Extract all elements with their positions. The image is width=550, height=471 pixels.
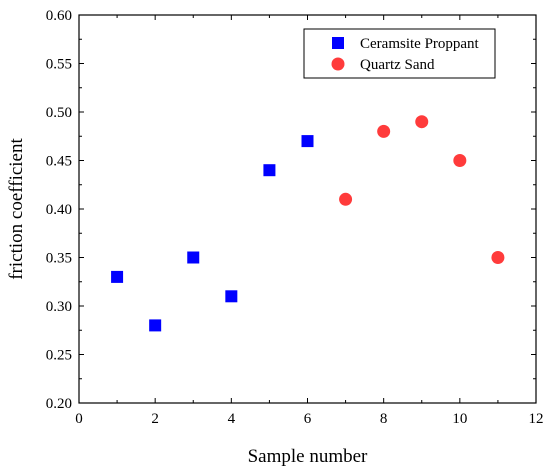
legend-label-ceramsite-proppant: Ceramsite Proppant: [360, 36, 480, 52]
point-quartz-sand: [491, 251, 505, 264]
point-ceramsite-proppant: [187, 251, 200, 264]
y-tick-label: 0.50: [46, 105, 72, 121]
legend-marker-quartz-sand: [331, 57, 345, 71]
point-ceramsite-proppant: [225, 290, 238, 303]
point-ceramsite-proppant: [111, 270, 124, 283]
y-axis-label: friction coefficient: [6, 138, 27, 280]
x-axis-label: Sample number: [248, 446, 368, 467]
y-tick-label: 0.35: [46, 251, 72, 267]
legend-label-quartz-sand: Quartz Sand: [360, 57, 435, 73]
x-tick-label: 0: [75, 411, 83, 427]
y-tick-label: 0.25: [46, 348, 72, 364]
x-tick-label: 12: [529, 411, 544, 427]
y-tick-label: 0.45: [46, 154, 72, 170]
x-tick-label: 10: [452, 411, 467, 427]
point-quartz-sand: [453, 154, 467, 167]
legend: Ceramsite Proppant Quartz Sand: [303, 28, 496, 79]
data-points: [111, 115, 505, 332]
y-tick-label: 0.20: [46, 396, 72, 412]
y-tick-label: 0.55: [46, 57, 72, 73]
point-ceramsite-proppant: [263, 164, 276, 177]
x-tick-label: 6: [304, 411, 312, 427]
point-quartz-sand: [377, 124, 391, 138]
y-tick-label: 0.40: [46, 202, 72, 218]
y-axis: 0.20 0.25 0.30 0.35 0.40 0.45 0.50 0.55 0.60: [46, 8, 536, 412]
x-tick-label: 8: [380, 411, 388, 427]
y-tick-label: 0.30: [46, 299, 72, 315]
x-axis: 0 2 4 6 8 10 12: [75, 15, 544, 427]
x-tick-label: 2: [151, 411, 159, 427]
x-tick-label: 4: [228, 411, 236, 427]
y-tick-label: 0.60: [46, 8, 72, 24]
point-ceramsite-proppant: [301, 135, 314, 148]
point-ceramsite-proppant: [149, 319, 162, 332]
legend-marker-ceramsite-proppant: [332, 37, 344, 49]
point-quartz-sand: [415, 115, 429, 129]
point-quartz-sand: [339, 192, 353, 206]
